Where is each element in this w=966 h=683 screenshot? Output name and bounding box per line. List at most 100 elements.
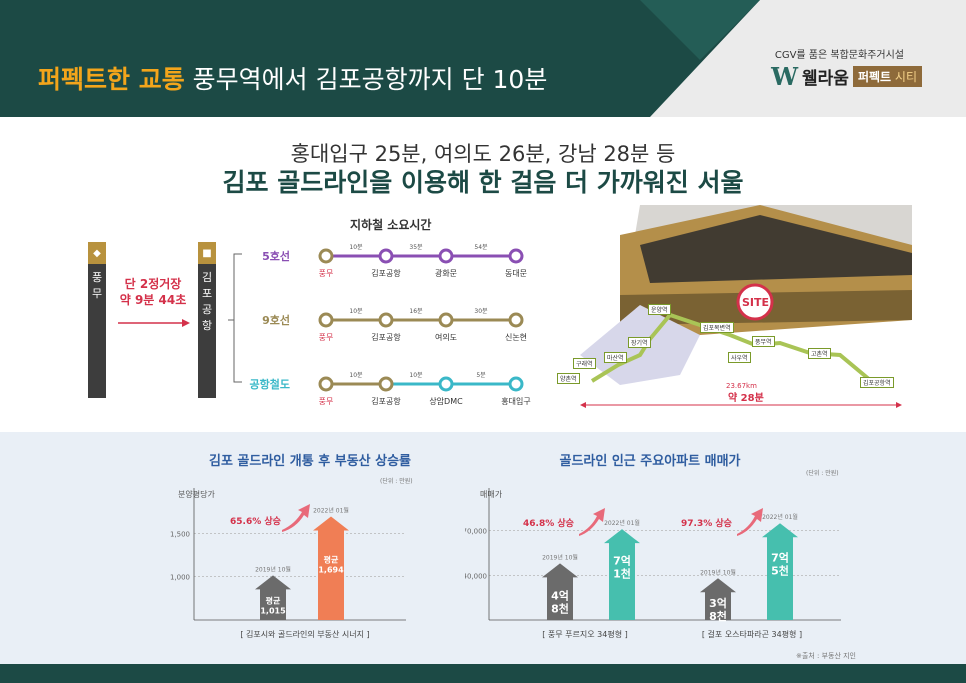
lines-title: 지하철 소요시간 xyxy=(350,218,432,232)
station-char: 공 xyxy=(201,303,213,316)
map-station-label: 마산역 xyxy=(604,352,627,363)
stop-node xyxy=(438,248,454,264)
stop-node xyxy=(438,312,454,328)
stop-node xyxy=(438,376,454,392)
stop-name: 김포공항 xyxy=(371,396,401,406)
segment-time: 10분 xyxy=(349,308,363,315)
stop-node xyxy=(318,248,334,264)
segment-time: 16분 xyxy=(409,308,423,315)
bar-value-label: 8천 xyxy=(709,609,727,623)
map-duration: 약 28분 xyxy=(728,393,764,404)
increase-label: 46.8% 상승 xyxy=(523,517,574,529)
increase-arrow-icon xyxy=(737,508,763,536)
map-station-label: 양촌역 xyxy=(557,373,580,384)
bar xyxy=(313,516,349,620)
segment-time: 10분 xyxy=(409,372,423,379)
y-tick-label: 70,000 xyxy=(465,528,487,536)
bar-value-label: 평균 xyxy=(324,554,339,564)
map-station-label: 풍무역 xyxy=(752,336,775,347)
bar-value-label: 4억 xyxy=(551,590,569,603)
bar xyxy=(762,523,798,620)
map-station-label: 구래역 xyxy=(573,358,596,369)
stop-node xyxy=(508,376,524,392)
stop-name: 상암DMC xyxy=(429,396,463,406)
bar-date-label: 2022년 01월 xyxy=(762,513,798,521)
transfer-stops: 단 2정거장 xyxy=(124,277,182,291)
segment-time: 10분 xyxy=(349,244,363,251)
bar-value-label: 1,694 xyxy=(318,565,344,574)
stop-name: 풍무 xyxy=(319,269,334,278)
header-background xyxy=(0,0,966,117)
bar-value-label: 7억 xyxy=(771,552,789,565)
chart2-caption-a: [ 풍무 푸르지오 34평형 ] xyxy=(542,630,628,639)
station-char: 항 xyxy=(201,319,213,332)
bar-date-label: 2019년 10월 xyxy=(255,565,291,573)
subheadline: 홍대입구 25분, 여의도 26분, 강남 28분 등 xyxy=(290,142,676,166)
segment-time: 54분 xyxy=(474,244,488,251)
line-label: 공항철도 xyxy=(250,377,290,391)
bar-date-label: 2022년 01월 xyxy=(313,507,349,515)
brand-badge-b: 시티 xyxy=(894,70,917,84)
bar-value-label: 3억 xyxy=(709,597,727,610)
footer-bar xyxy=(0,664,966,683)
station-char: 김 xyxy=(201,271,213,284)
bar-value-label: 8천 xyxy=(551,602,569,616)
stop-node xyxy=(508,248,524,264)
chart1-title: 김포 골드라인 개통 후 부동산 상승률 xyxy=(208,454,412,469)
line-label: 9호선 xyxy=(262,313,290,327)
chart2-ylabel: 매매가 xyxy=(480,490,503,499)
segment-time: 30분 xyxy=(474,308,488,315)
stop-name: 광화문 xyxy=(435,268,457,278)
bar-value-label: 1천 xyxy=(613,567,631,581)
stop-name: 신논현 xyxy=(505,333,527,342)
brand-w-icon: W xyxy=(771,62,799,91)
header: 퍼펙트한 교통 풍무역에서 김포공항까지 단 10분 CGV를 품은 복합문화주… xyxy=(0,0,966,117)
train-map-illustration xyxy=(580,205,912,417)
stop-name: 김포공항 xyxy=(371,332,401,342)
bar-value-label: 평균 xyxy=(266,596,281,606)
station-char: 무 xyxy=(91,287,103,300)
bar-date-label: 2019년 10월 xyxy=(542,553,578,561)
increase-label: 97.3% 상승 xyxy=(681,517,732,529)
y-tick-label: 40,000 xyxy=(465,572,487,580)
map-distance: 23.67km xyxy=(726,382,757,390)
stop-node xyxy=(318,376,334,392)
bar xyxy=(542,563,578,620)
map-station-label: 운양역 xyxy=(648,304,671,315)
stop-name: 홍대입구 xyxy=(501,396,530,406)
site-marker: SITE xyxy=(742,296,770,309)
chart2-unit: (단위 : 만원) xyxy=(806,470,839,477)
headline: 김포 골드라인을 이용해 한 걸음 더 가까워진 서울 xyxy=(222,168,744,197)
subway-icon: ■ xyxy=(198,242,216,264)
source-note: ※출처 : 부동산 지인 xyxy=(796,652,856,660)
station-char: 포 xyxy=(201,287,213,300)
stop-name: 동대문 xyxy=(505,269,527,278)
map-station-label: 고촌역 xyxy=(808,348,831,359)
bar-date-label: 2022년 01월 xyxy=(604,519,640,527)
stop-node xyxy=(378,248,394,264)
chart1-unit: (단위 : 만원) xyxy=(380,478,413,485)
station-char: 풍 xyxy=(91,271,103,284)
brand-badge-a: 퍼펙트 xyxy=(857,70,892,84)
station-icon: ◆ xyxy=(88,242,106,264)
bar xyxy=(255,575,291,620)
y-tick-label: 1,500 xyxy=(170,530,190,538)
bar xyxy=(604,529,640,620)
distance-arrow-icon xyxy=(580,402,902,408)
y-tick-label: 1,000 xyxy=(170,574,190,582)
map-station-label: 김포공항역 xyxy=(860,377,894,388)
stop-node xyxy=(378,312,394,328)
chart1-caption: [ 김포시와 골드라인의 부동산 시너지 ] xyxy=(240,630,370,639)
bar-value-label: 7억 xyxy=(613,555,631,568)
page-title: 퍼펙트한 교통 풍무역에서 김포공항까지 단 10분 xyxy=(38,60,547,96)
transfer-info: 단 2정거장 약 9분 44초 xyxy=(116,276,190,308)
stop-name: 김포공항 xyxy=(371,268,401,278)
chart2-title: 골드라인 인근 주요아파트 매매가 xyxy=(559,454,741,469)
brand-tagline: CGV를 품은 복합문화주거시설 xyxy=(774,50,904,61)
title-rest: 풍무역에서 김포공항까지 단 10분 xyxy=(192,65,548,94)
